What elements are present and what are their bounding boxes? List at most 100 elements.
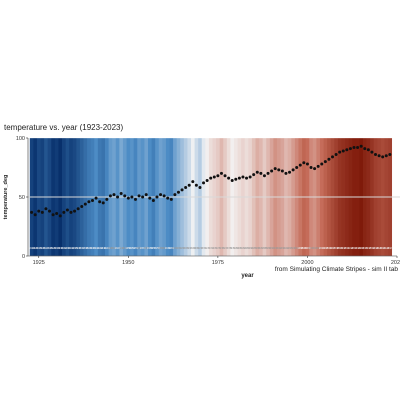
y-tick-label: 50 (19, 195, 25, 201)
stripe-year-label: 2010 (340, 246, 346, 250)
x-tick-label: 1925 (33, 260, 45, 266)
x-tick-label: 2025 (391, 260, 400, 266)
data-point (305, 162, 309, 166)
data-point (105, 197, 109, 201)
data-point (202, 181, 206, 185)
stripe-year-label: 1988 (262, 246, 268, 250)
x-tick-label: 2000 (301, 260, 313, 266)
stripe-year-label: 1968 (190, 246, 196, 250)
data-point (205, 178, 209, 182)
stripe-year-label: 1955 (143, 246, 149, 250)
stripe-year-label: 1985 (251, 246, 257, 250)
data-point (162, 194, 166, 198)
data-point (388, 153, 392, 157)
stripe-year-label: 1934 (68, 246, 74, 250)
stripe-year-label: 1939 (86, 246, 92, 250)
data-point (187, 183, 191, 187)
data-point (338, 150, 342, 154)
stripe-year-label: 1946 (111, 246, 117, 250)
stripe-year-label: 1933 (65, 246, 71, 250)
data-point (155, 195, 159, 199)
data-point (141, 195, 145, 199)
stripe-year-label: 1930 (54, 246, 60, 250)
data-point (234, 177, 238, 181)
stripe-year-label: 2006 (326, 246, 332, 250)
stripe-year-label: 1950 (125, 246, 131, 250)
stripe-year-label: 1942 (97, 246, 103, 250)
data-point (295, 166, 299, 169)
stripe-year-label: 1967 (186, 246, 192, 250)
stripe-year-label: 1947 (115, 246, 121, 250)
y-tick-label: 0 (22, 254, 25, 260)
data-point (384, 154, 388, 158)
data-point (65, 208, 69, 212)
chart-caption: from Simulating Climate Stripes - sim II… (274, 266, 398, 273)
stripe-year-label: 1928 (47, 246, 53, 250)
data-point (359, 144, 363, 148)
data-point (381, 155, 385, 159)
stripe-year-label: 2002 (312, 246, 318, 250)
data-point (80, 204, 84, 208)
data-point (176, 190, 180, 194)
data-point (262, 174, 266, 178)
stripe-year-label: 2003 (315, 246, 321, 250)
stripe-year-label: 2022 (383, 246, 389, 250)
stripe-year-label: 1966 (183, 246, 189, 250)
data-point (58, 214, 62, 218)
stripe-year-label: 1931 (57, 246, 63, 250)
stripe-year-label: 1962 (168, 246, 174, 250)
data-point (320, 162, 324, 166)
stripe-year-label: 1997 (294, 246, 300, 250)
data-point (194, 183, 198, 187)
data-point (184, 186, 188, 190)
data-point (284, 171, 288, 175)
data-point (241, 175, 245, 179)
data-point (48, 209, 51, 213)
stripe-year-label: 1987 (258, 246, 264, 250)
stripe-year-label: 1954 (140, 246, 146, 250)
data-point (248, 175, 252, 179)
stripe-year-label: 1924 (32, 246, 38, 250)
data-point (374, 153, 377, 157)
data-point (87, 200, 91, 204)
stripe-year-label: 2017 (365, 246, 371, 250)
stripe-year-label: 1949 (122, 246, 128, 250)
stripe-year-label: 1978 (226, 246, 232, 250)
stripe-year-label: 1998 (297, 246, 303, 250)
data-point (148, 196, 152, 200)
data-point (133, 197, 137, 201)
data-point (313, 167, 317, 171)
stripe-year-label: 1961 (165, 246, 171, 250)
data-point (280, 169, 284, 173)
data-point (33, 213, 37, 217)
data-point (116, 195, 120, 199)
stripe-year-label: 1969 (193, 246, 199, 250)
data-point (348, 147, 352, 151)
stripe-year-label: 1983 (244, 246, 250, 250)
data-point (55, 212, 59, 216)
stripe-year-label: 2008 (333, 246, 339, 250)
stripe-year-label: 1986 (254, 246, 260, 250)
y-axis-label: temperature_deg (3, 175, 9, 220)
data-point (209, 176, 213, 180)
stripe-year-label: 1991 (272, 246, 278, 250)
data-point (341, 149, 345, 153)
stripe-year-label: 2018 (369, 246, 375, 250)
data-point (327, 157, 331, 161)
stripe-year-label: 1973 (208, 246, 214, 250)
data-point (173, 193, 177, 197)
points-layer (30, 144, 392, 218)
stripe-year-label: 1990 (269, 246, 275, 250)
stripe-year-label: 2016 (362, 246, 368, 250)
stripe-year-label: 1964 (176, 246, 182, 250)
stripe-year-label: 1979 (229, 246, 235, 250)
stripe-year-label: 2023 (387, 246, 393, 250)
data-point (323, 160, 327, 164)
stripe-year-label: 2004 (319, 246, 325, 250)
data-point (30, 210, 34, 214)
data-point (377, 154, 381, 158)
stripe-year-label: 2011 (344, 246, 350, 250)
data-point (266, 171, 270, 175)
stripe-year-label: 1982 (240, 246, 246, 250)
